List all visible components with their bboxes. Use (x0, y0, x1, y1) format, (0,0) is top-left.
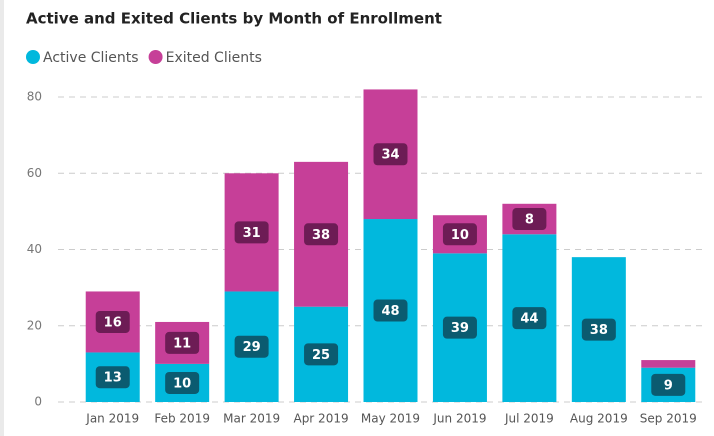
data-label-bg (304, 223, 339, 246)
x-tick-label: Aug 2019 (570, 412, 628, 426)
data-label: 11 (173, 336, 191, 351)
data-label-bg (95, 310, 130, 333)
data-label: 29 (243, 340, 261, 355)
x-tick-label: Mar 2019 (223, 412, 280, 426)
data-label-bg (512, 307, 547, 330)
chart-title: Active and Exited Clients by Month of En… (26, 10, 442, 28)
data-label: 13 (104, 371, 122, 386)
y-tick-label: 80 (27, 90, 42, 104)
x-tick-label: May 2019 (361, 412, 420, 426)
data-label: 38 (312, 228, 330, 243)
data-label: 9 (664, 378, 673, 393)
data-label: 34 (381, 148, 399, 163)
data-label-bg (581, 318, 616, 341)
data-label-bg (651, 373, 686, 396)
data-label-bg (165, 371, 200, 394)
data-label-bg (234, 335, 269, 358)
data-label: 8 (525, 213, 534, 228)
data-label-bg (304, 343, 339, 366)
data-label-bg (442, 316, 477, 339)
data-label: 10 (451, 228, 469, 243)
x-tick-label: Apr 2019 (293, 412, 348, 426)
x-tick-label: Feb 2019 (154, 412, 210, 426)
data-label-bg (234, 221, 269, 244)
data-label: 25 (312, 348, 330, 363)
data-label: 44 (520, 312, 538, 327)
data-label: 48 (381, 304, 399, 319)
data-label-bg (95, 366, 130, 389)
bar-segment (641, 360, 696, 368)
data-label-bg (373, 299, 408, 322)
y-tick-label: 0 (34, 395, 42, 409)
data-label: 38 (590, 323, 608, 338)
legend-marker (148, 50, 163, 64)
y-tick-label: 60 (27, 166, 42, 180)
data-label-bg (442, 223, 477, 246)
x-tick-label: Jun 2019 (432, 412, 486, 426)
data-label: 16 (104, 315, 122, 330)
data-label-bg (165, 331, 200, 354)
y-tick-label: 40 (27, 242, 42, 256)
data-label: 10 (173, 376, 191, 391)
y-tick-label: 20 (27, 318, 42, 332)
data-label: 39 (451, 321, 469, 336)
legend-marker (26, 50, 40, 64)
data-label-bg (373, 143, 408, 166)
data-label: 31 (243, 226, 261, 241)
legend-label: Exited Clients (166, 50, 262, 66)
x-tick-label: Jul 2019 (504, 412, 554, 426)
legend-label: Active Clients (43, 50, 139, 66)
data-label-bg (512, 208, 547, 231)
x-tick-label: Jan 2019 (85, 412, 139, 426)
x-tick-label: Sep 2019 (640, 412, 697, 426)
